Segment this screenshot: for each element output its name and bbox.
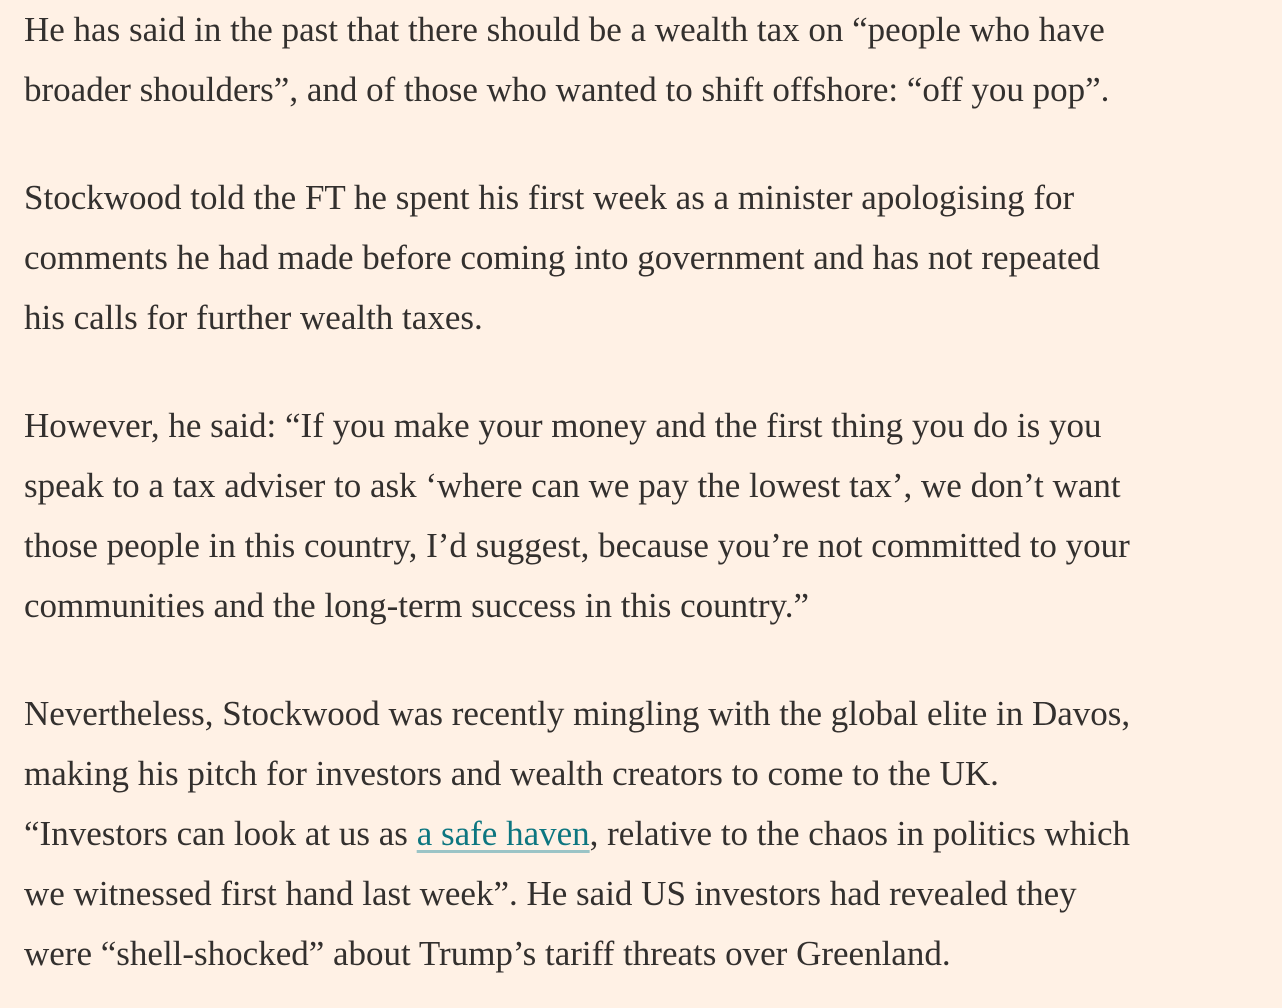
paragraph: Stockwood told the FT he spent his first… <box>24 168 1282 348</box>
text-line: He has said in the past that there shoul… <box>24 10 1105 49</box>
text-span: , relative to the chaos in politics whic… <box>589 814 1131 853</box>
text-line: his calls for further wealth taxes. <box>24 298 483 337</box>
text-line: Stockwood told the FT he spent his first… <box>24 178 1075 217</box>
text-line: speak to a tax adviser to ask ‘where can… <box>24 466 1121 505</box>
text-line: we witnessed first hand last week”. He s… <box>24 874 1077 913</box>
text-line: Nevertheless, Stockwood was recently min… <box>24 694 1131 733</box>
text-line: making his pitch for investors and wealt… <box>24 754 999 793</box>
paragraph: However, he said: “If you make your mone… <box>24 396 1282 636</box>
text-line: comments he had made before coming into … <box>24 238 1100 277</box>
text-line: “Investors can look at us as a safe have… <box>24 804 1282 864</box>
text-line: were “shell-shocked” about Trump’s tarif… <box>24 934 951 973</box>
paragraph: He has said in the past that there shoul… <box>24 0 1282 120</box>
text-line: However, he said: “If you make your mone… <box>24 406 1102 445</box>
text-line: communities and the long-term success in… <box>24 586 810 625</box>
inline-link[interactable]: a safe haven <box>416 814 590 853</box>
text-span: “Investors can look at us as <box>24 814 417 853</box>
paragraph: Nevertheless, Stockwood was recently min… <box>24 684 1282 984</box>
text-line: those people in this country, I’d sugges… <box>24 526 1130 565</box>
text-line: broader shoulders”, and of those who wan… <box>24 70 1110 109</box>
article: He has said in the past that there shoul… <box>24 0 1282 984</box>
